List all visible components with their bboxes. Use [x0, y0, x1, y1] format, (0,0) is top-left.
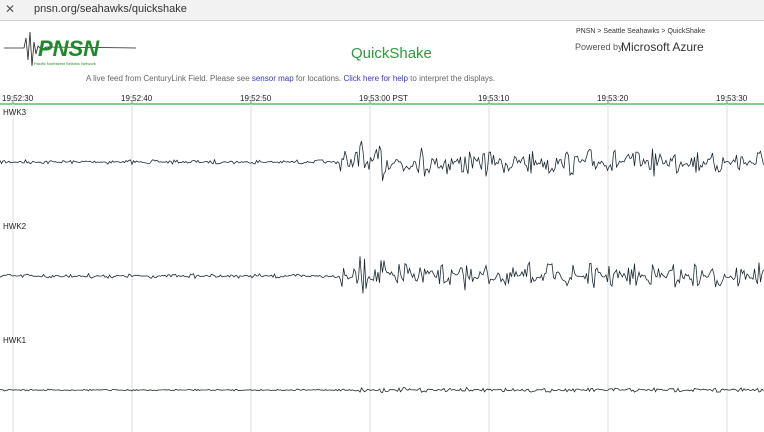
time-label: 19:53:10: [478, 94, 510, 103]
time-label: 19:53:20: [597, 94, 629, 103]
logo[interactable]: PNSN: [38, 36, 100, 61]
time-label: 19:52:50: [240, 94, 272, 103]
powered-by: Powered by: [575, 42, 623, 52]
time-label: 19:52:30: [2, 94, 34, 103]
time-label: 19:53:30: [716, 94, 748, 103]
time-label: 19:53:00 PST: [359, 94, 408, 103]
channel-label: HWK2: [3, 222, 27, 231]
help-link[interactable]: Click here for help: [343, 74, 408, 83]
logo-seismogram: [4, 31, 136, 67]
waveform: [0, 386, 764, 393]
time-label: 19:52:40: [121, 94, 153, 103]
waveform: [0, 140, 764, 181]
close-button[interactable]: ✕: [5, 2, 16, 16]
intro: A live feed from CenturyLink Field. Plea…: [86, 74, 495, 83]
url[interactable]: pnsn.org/seahawks/quickshake: [34, 3, 187, 15]
page-title: QuickShake: [351, 45, 432, 62]
sponsor: Microsoft Azure: [621, 40, 704, 54]
waveform: [0, 256, 764, 294]
seismogram: 19:52:30 19:52:40 19:52:50 19:53:00 PST 19:5…: [0, 94, 764, 432]
sensor-map-link[interactable]: sensor map: [251, 74, 294, 83]
logo-subtitle: Pacific Northwest Seismic Network: [34, 61, 96, 66]
address-bar: [0, 0, 764, 21]
intro-text: to interpret the displays.: [407, 74, 496, 83]
breadcrumb[interactable]: PNSN > Seattle Seahawks > QuickShake: [576, 28, 706, 35]
channel-label: HWK1: [3, 336, 27, 345]
intro-text: A live feed from CenturyLink Field. Plea…: [86, 74, 252, 83]
intro-text: for locations.: [293, 74, 344, 83]
channel-label: HWK3: [3, 108, 27, 117]
